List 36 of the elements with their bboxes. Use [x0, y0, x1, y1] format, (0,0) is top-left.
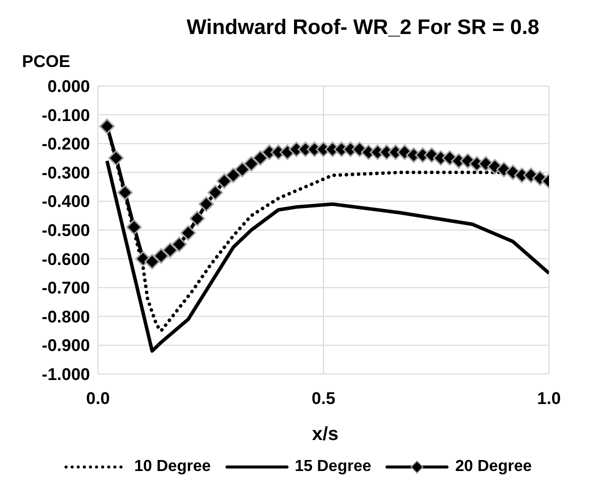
legend-label: 20 Degree	[454, 458, 532, 476]
y-tick-label: -0.300	[42, 163, 90, 182]
y-tick-label: -0.100	[42, 106, 90, 125]
y-tick-label: -0.500	[42, 221, 90, 240]
point	[180, 225, 196, 241]
point	[144, 254, 160, 270]
point	[216, 173, 232, 189]
x-tick-label: 0.0	[86, 389, 110, 408]
point	[244, 156, 260, 172]
x-tick-label: 0.5	[312, 389, 336, 408]
point	[162, 242, 178, 258]
chart-title: Windward Roof- WR_2 For SR = 0.8	[186, 16, 540, 40]
y-tick-label: -0.400	[42, 192, 90, 212]
y-tick-label: 0.000	[47, 77, 90, 96]
point	[153, 248, 169, 264]
y-tick-label: -0.700	[42, 278, 90, 298]
point	[189, 210, 205, 226]
x-axis-title: x/s	[312, 424, 338, 446]
y-tick-label: -0.600	[42, 250, 90, 269]
point	[226, 168, 242, 184]
point	[234, 162, 250, 178]
point	[126, 219, 142, 235]
y-tick-label: -1.000	[42, 365, 90, 384]
point	[198, 196, 214, 212]
point	[171, 236, 187, 252]
y-axis-title: PCOE	[22, 52, 70, 72]
x-tick-label: 1.0	[537, 389, 561, 408]
y-tick-label: -0.900	[42, 336, 90, 356]
y-tick-label: -0.800	[42, 307, 90, 326]
point	[108, 150, 124, 166]
point	[252, 150, 268, 166]
point	[117, 184, 133, 200]
legend-label: 15 Degree	[294, 458, 372, 476]
legend-label: 10 Degree	[133, 458, 211, 476]
point	[208, 184, 224, 200]
y-tick-label: -0.200	[42, 134, 90, 154]
